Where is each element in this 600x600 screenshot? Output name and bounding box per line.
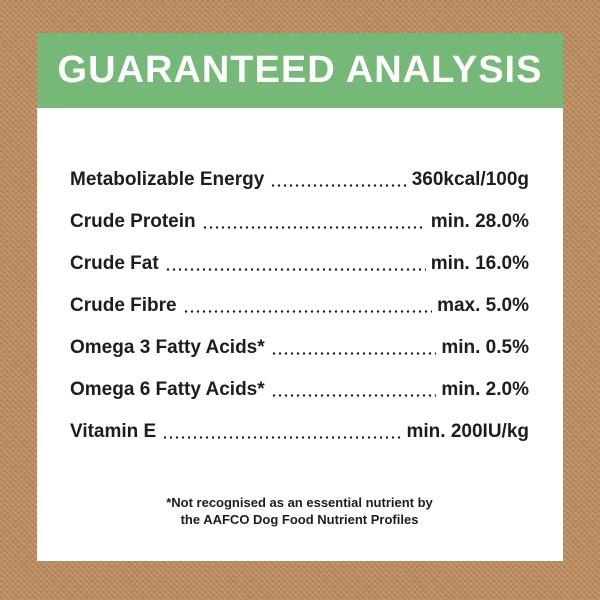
panel-header: GUARANTEED ANALYSIS: [37, 33, 563, 108]
nutrient-name: Vitamin E: [70, 421, 157, 442]
nutrient-name: Crude Fat: [70, 253, 159, 274]
footnote-line-2: the AAFCO Dog Food Nutrient Profiles: [180, 512, 419, 527]
nutrient-row-omega-3: Omega 3 Fatty Acids* min. 0.5%: [70, 336, 529, 360]
nutrient-name: Metabolizable Energy: [70, 169, 265, 190]
dot-leader: [182, 310, 433, 313]
nutrient-row-crude-fibre: Crude Fibre max. 5.0%: [70, 294, 529, 318]
dot-leader: [270, 184, 407, 187]
nutrient-row-omega-6: Omega 6 Fatty Acids* min. 2.0%: [70, 378, 529, 402]
nutrient-row-crude-protein: Crude Protein min. 28.0%: [70, 210, 529, 234]
nutrient-name: Omega 3 Fatty Acids*: [70, 337, 265, 358]
footnote-line-1: *Not recognised as an essential nutrient…: [166, 495, 433, 510]
aafco-footnote: *Not recognised as an essential nutrient…: [70, 494, 529, 528]
nutrient-value: max. 5.0%: [437, 295, 529, 316]
nutrient-value: min. 28.0%: [430, 211, 529, 232]
dot-leader: [270, 394, 437, 397]
nutrient-value: min. 0.5%: [441, 337, 529, 358]
nutrient-row-metabolizable-energy: Metabolizable Energy 360kcal/100g: [70, 168, 529, 192]
nutrient-value: min. 16.0%: [430, 253, 529, 274]
nutrient-row-crude-fat: Crude Fat min. 16.0%: [70, 252, 529, 276]
nutrient-name: Crude Fibre: [70, 295, 177, 316]
dot-leader: [270, 352, 437, 355]
panel-title: GUARANTEED ANALYSIS: [57, 49, 543, 91]
nutrient-value: min. 2.0%: [441, 379, 529, 400]
dot-leader: [164, 268, 426, 271]
nutrient-row-vitamin-e: Vitamin E min. 200IU/kg: [70, 420, 529, 444]
nutrient-name: Crude Protein: [70, 211, 196, 232]
guaranteed-analysis-panel: GUARANTEED ANALYSIS Metabolizable Energy…: [37, 33, 563, 561]
dot-leader: [162, 436, 402, 439]
nutrient-value: 360kcal/100g: [411, 169, 529, 190]
nutrient-value: min. 200IU/kg: [406, 421, 530, 442]
dot-leader: [201, 226, 426, 229]
nutrient-table: Metabolizable Energy 360kcal/100g Crude …: [37, 108, 563, 561]
nutrient-name: Omega 6 Fatty Acids*: [70, 379, 265, 400]
